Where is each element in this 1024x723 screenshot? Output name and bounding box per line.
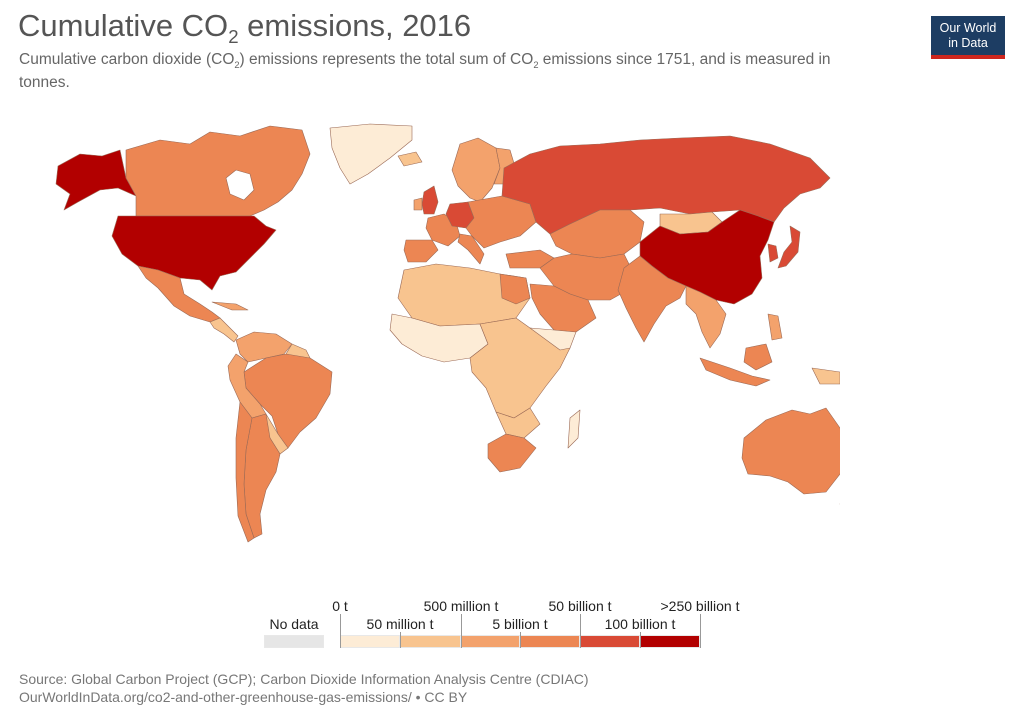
legend-tick-label: 50 billion t — [548, 598, 612, 614]
legend-divider — [340, 614, 341, 648]
region-north-africa[interactable] — [397, 263, 531, 327]
legend-no-data-swatch — [264, 635, 324, 648]
country-south-africa[interactable] — [487, 433, 537, 473]
country-egypt[interactable] — [499, 273, 531, 305]
legend-bin — [400, 635, 461, 648]
country-australia[interactable] — [741, 407, 840, 495]
region-colombia-venezuela[interactable] — [235, 331, 293, 363]
country-japan[interactable] — [777, 225, 801, 269]
source-line: Source: Global Carbon Project (GCP); Car… — [19, 671, 589, 687]
legend-tick-label: 0 t — [332, 598, 348, 614]
region-eastern-europe[interactable] — [465, 195, 537, 249]
legend-divider — [400, 632, 401, 648]
country-usa[interactable] — [111, 215, 277, 291]
our-world-in-data-logo[interactable]: Our World in Data — [931, 16, 1005, 59]
legend-divider — [580, 614, 581, 648]
legend-bin — [520, 635, 580, 648]
chart-title: Cumulative CO2 emissions, 2016 — [18, 8, 472, 48]
country-india[interactable] — [617, 255, 687, 343]
legend-no-data-label: No data — [269, 616, 319, 632]
country-iceland[interactable] — [397, 151, 423, 167]
source-url[interactable]: OurWorldInData.org/co2-and-other-greenho… — [19, 689, 468, 705]
region-scandinavia[interactable] — [451, 137, 501, 203]
chart-subtitle: Cumulative carbon dioxide (CO2) emission… — [19, 51, 831, 92]
country-greenland[interactable] — [329, 123, 413, 185]
country-uk[interactable] — [421, 185, 439, 215]
legend-tick-label: >250 billion t — [660, 598, 740, 614]
source-note: Source: Global Carbon Project (GCP); Car… — [19, 670, 589, 706]
region-southeast-asia[interactable] — [685, 285, 727, 349]
country-spain[interactable] — [403, 239, 439, 263]
legend-divider — [700, 614, 701, 648]
logo-line-2: in Data — [948, 36, 988, 50]
country-madagascar[interactable] — [567, 409, 581, 449]
legend-tick-label: 500 million t — [423, 598, 499, 614]
legend-divider — [520, 632, 521, 648]
country-indonesia[interactable] — [699, 357, 771, 387]
country-alaska[interactable] — [55, 149, 137, 211]
legend-bin — [340, 635, 400, 648]
world-map — [55, 123, 840, 543]
country-saudi-arabia[interactable] — [529, 283, 597, 333]
region-central-america[interactable] — [209, 317, 239, 343]
legend-tick-label: 5 billion t — [492, 616, 548, 632]
country-chile[interactable] — [235, 401, 255, 543]
island-borneo[interactable] — [743, 343, 773, 371]
legend-tick-label: 100 billion t — [604, 616, 676, 632]
country-philippines[interactable] — [767, 313, 783, 341]
logo-line-1: Our World — [939, 21, 997, 35]
legend-divider — [640, 632, 641, 648]
country-cuba[interactable] — [211, 301, 249, 311]
country-ireland[interactable] — [413, 197, 423, 211]
legend-bin — [461, 635, 520, 648]
legend-bin — [640, 635, 700, 648]
legend-tick-label: 50 million t — [366, 616, 434, 632]
legend-bin — [580, 635, 640, 648]
island-new-guinea[interactable] — [811, 367, 840, 385]
hudson-bay — [225, 169, 255, 201]
country-canada[interactable] — [125, 125, 311, 217]
region-horn-of-africa[interactable] — [529, 327, 577, 351]
country-korea[interactable] — [767, 243, 779, 263]
legend-divider — [461, 614, 462, 648]
